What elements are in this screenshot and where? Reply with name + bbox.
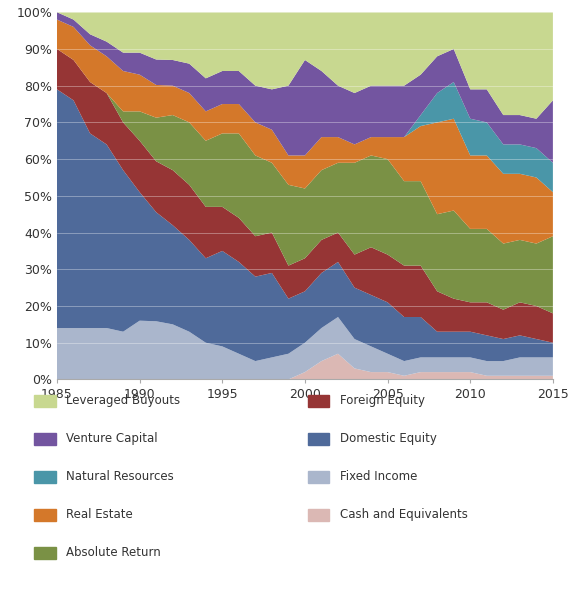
Text: Natural Resources: Natural Resources — [66, 469, 174, 483]
Text: Real Estate: Real Estate — [66, 507, 133, 521]
Text: Venture Capital: Venture Capital — [66, 431, 158, 445]
Text: Domestic Equity: Domestic Equity — [340, 431, 437, 445]
Text: Foreign Equity: Foreign Equity — [340, 394, 425, 407]
Text: Fixed Income: Fixed Income — [340, 469, 417, 483]
Text: Leveraged Buyouts: Leveraged Buyouts — [66, 394, 180, 407]
Text: Absolute Return: Absolute Return — [66, 545, 161, 559]
Text: Cash and Equivalents: Cash and Equivalents — [340, 507, 467, 521]
